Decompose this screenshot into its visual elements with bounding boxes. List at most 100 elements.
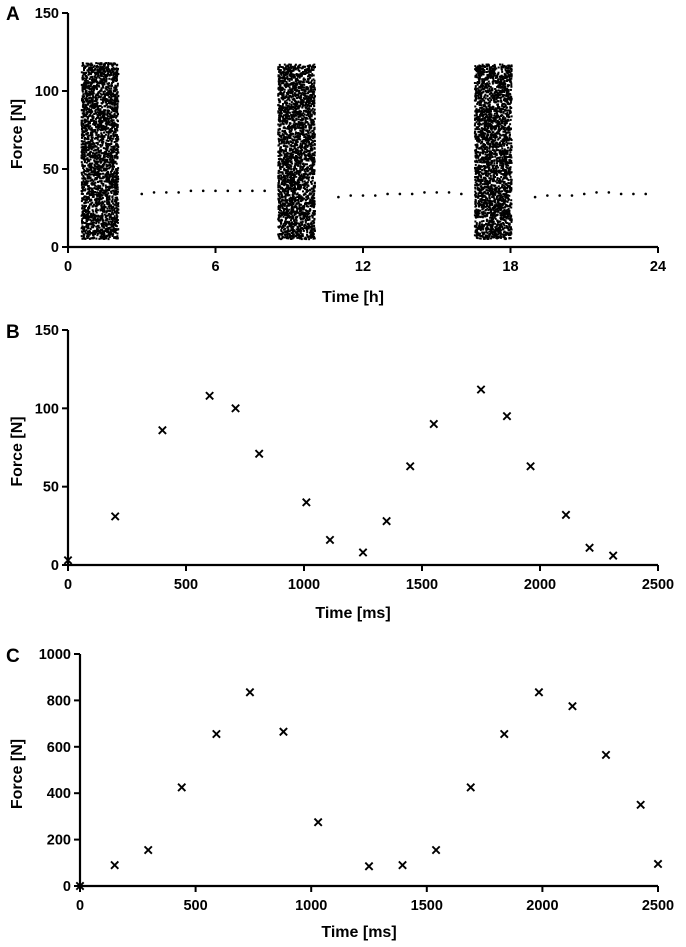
panel-a-burst-sample	[95, 172, 98, 175]
panel-a-burst-sample	[304, 193, 307, 196]
panel-a-burst-sample	[86, 226, 88, 229]
panel-a-burst-sample	[294, 82, 297, 85]
panel-a-burst-sample	[86, 111, 89, 114]
panel-a-burst-sample	[298, 176, 301, 179]
panel-a-burst-sample	[82, 175, 85, 177]
panel-a-burst-sample	[287, 202, 290, 205]
panel-a-burst-sample	[84, 72, 87, 75]
panel-a-burst-sample	[290, 165, 292, 168]
panel-a-burst-sample	[87, 230, 89, 233]
panel-a-burst-sample	[291, 172, 294, 175]
panel-a-burst-sample	[105, 229, 108, 232]
panel-a-burst-sample	[88, 145, 91, 148]
panel-a-burst-sample	[311, 136, 314, 138]
panel-a-burst-sample	[309, 131, 312, 134]
panel-a-burst-sample	[112, 133, 115, 135]
panel-a-burst-sample	[304, 218, 307, 221]
panel-a-burst-sample	[286, 180, 288, 183]
panel-a-burst-sample	[83, 183, 86, 186]
panel-a-burst-sample	[297, 211, 300, 214]
panel-a-burst-sample	[302, 193, 305, 196]
panel-a-burst-sample	[87, 73, 90, 76]
panel-a-burst-sample	[93, 75, 96, 78]
panel-a-burst-sample	[110, 175, 113, 178]
panel-a-burst-sample	[311, 203, 314, 206]
panel-a-burst-sample	[81, 198, 84, 201]
panel-a-burst-sample	[82, 188, 84, 191]
panel-a-burst-sample	[278, 119, 281, 122]
panel-a-burst-sample	[115, 202, 118, 205]
panel-a-burst-sample	[103, 65, 106, 68]
panel-a-burst-sample	[287, 93, 289, 96]
panel-a-burst-sample	[282, 73, 285, 76]
panel-a-burst-sample	[99, 161, 102, 164]
panel-a-burst-sample	[300, 147, 302, 149]
panel-a-burst-sample	[86, 220, 89, 223]
panel-a-burst-sample	[100, 112, 103, 115]
panel-a-burst-sample	[97, 229, 100, 232]
panel-a-burst-sample	[87, 187, 90, 190]
panel-a-burst-sample	[112, 159, 115, 161]
panel-a-burst-sample	[89, 228, 92, 230]
panel-a-burst-sample	[108, 152, 111, 155]
panel-a-burst-sample	[91, 68, 94, 71]
panel-a-burst-sample	[90, 216, 93, 219]
panel-a-burst-sample	[295, 78, 297, 81]
panel-a-burst-sample	[300, 175, 303, 178]
panel-a-burst-sample	[310, 87, 313, 89]
panel-a-burst-sample	[101, 215, 104, 217]
panel-a-burst-sample	[295, 118, 298, 121]
panel-a-burst-sample	[282, 115, 285, 118]
panel-a-burst-sample	[97, 232, 100, 235]
panel-a-burst-sample	[107, 209, 110, 212]
panel-a-burst-sample	[299, 162, 302, 165]
panel-a-burst-sample	[304, 140, 307, 143]
panel-a-burst-sample	[94, 219, 97, 222]
panel-a-burst-sample	[90, 154, 93, 157]
panel-a-burst-sample	[104, 230, 107, 233]
panel-a-burst-sample	[300, 200, 303, 203]
panel-a-burst-sample	[301, 180, 304, 183]
panel-a-burst-sample	[313, 218, 316, 221]
panel-a-burst-sample	[115, 155, 118, 158]
panel-a-burst-sample	[105, 174, 108, 177]
panel-a-burst-sample	[307, 213, 309, 216]
panel-a-burst-sample	[99, 154, 102, 157]
panel-a-burst-sample	[286, 179, 289, 182]
panel-a-burst-sample	[305, 229, 308, 231]
panel-a-burst-sample	[313, 117, 316, 120]
panel-a-burst-sample	[85, 79, 87, 82]
panel-a-burst-sample	[298, 194, 301, 197]
panel-a-burst-sample	[107, 105, 110, 108]
panel-a-burst-sample	[289, 127, 292, 130]
panel-a-burst-sample	[88, 229, 91, 232]
panel-a-burst-sample	[99, 66, 102, 69]
panel-a-burst-sample	[294, 95, 297, 98]
panel-a-burst-sample	[111, 106, 114, 109]
panel-a-burst-sample	[85, 151, 88, 154]
panel-a-burst-sample	[91, 201, 94, 204]
panel-a-burst-sample	[111, 165, 114, 168]
panel-a-burst-sample	[310, 221, 313, 224]
panel-a-burst-sample	[103, 162, 105, 165]
panel-a-burst-sample	[115, 204, 118, 207]
panel-a-burst-sample	[313, 66, 316, 69]
panel-a-burst-sample	[93, 64, 96, 67]
panel-a-burst-sample	[292, 76, 295, 79]
panel-a-burst-sample	[108, 102, 110, 104]
panel-a-burst-sample	[87, 144, 90, 147]
panel-a-burst-sample	[277, 179, 280, 182]
panel-a-burst-sample	[295, 84, 297, 87]
panel-a-burst-sample	[82, 229, 85, 232]
panel-a-burst-sample	[107, 200, 110, 203]
panel-a-burst-sample	[107, 167, 110, 170]
panel-a-burst-sample	[107, 99, 110, 102]
panel-a-burst-sample	[108, 196, 111, 199]
panel-a-burst-sample	[105, 163, 108, 166]
panel-a-burst-sample	[278, 105, 281, 108]
panel-a-burst-sample	[293, 103, 296, 106]
panel-a-burst-sample	[281, 88, 284, 91]
panel-a-burst-sample	[299, 156, 301, 159]
panel-a-burst-sample	[105, 172, 108, 175]
panel-a-burst-sample	[297, 134, 299, 137]
